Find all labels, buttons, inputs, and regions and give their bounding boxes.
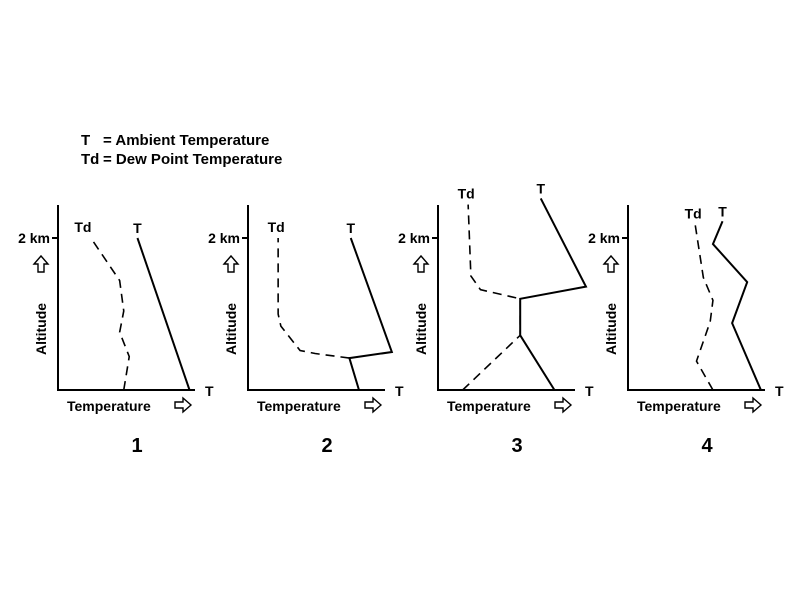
panel-1-up-arrow-icon bbox=[32, 254, 50, 273]
panel-2-up-arrow-icon bbox=[222, 254, 240, 273]
panel-1-t-label: T bbox=[133, 220, 142, 236]
panel-2-axes bbox=[247, 205, 385, 391]
panel-3-td-label: Td bbox=[458, 186, 475, 202]
panel-4-ylabel: Altitude bbox=[603, 303, 619, 355]
panel-1-axis-end-label: T bbox=[205, 383, 214, 399]
panel-2-axis-end-label: T bbox=[395, 383, 404, 399]
panel-1-axes bbox=[57, 205, 195, 391]
legend-symbol-t: T bbox=[81, 132, 90, 149]
legend-text-t: = Ambient Temperature bbox=[103, 132, 269, 149]
panel-3-number: 3 bbox=[511, 435, 522, 457]
panel-2: 2 km T Td T Temperature Altitude 2 bbox=[208, 205, 404, 457]
legend: T = Ambient Temperature Td = Dew Point T… bbox=[81, 132, 282, 168]
panel-2-t-label: T bbox=[346, 220, 355, 236]
panel-1-right-arrow-icon bbox=[174, 396, 193, 414]
panel-2-td-profile bbox=[277, 238, 350, 359]
panel-3-xlabel: Temperature bbox=[447, 398, 531, 414]
panel-3-ylabel: Altitude bbox=[413, 303, 429, 355]
panel-3-t-profile bbox=[519, 198, 588, 391]
panel-1: 2 km T Td T Temperature Altitude 1 bbox=[18, 205, 214, 457]
panel-4-td-profile bbox=[694, 224, 714, 391]
panel-4: 2 km T Td T Temperature Altitude 4 bbox=[588, 203, 784, 457]
panel-3-axes bbox=[437, 205, 575, 391]
panel-4-right-arrow-icon bbox=[744, 396, 763, 414]
panel-4-td-label: Td bbox=[685, 205, 702, 221]
panel-4-axis-end-label: T bbox=[775, 383, 784, 399]
panel-4-tick-label: 2 km bbox=[588, 230, 620, 246]
panel-4-xlabel: Temperature bbox=[637, 398, 721, 414]
panel-1-tick-label: 2 km bbox=[18, 230, 50, 246]
panel-2-number: 2 bbox=[321, 435, 332, 457]
panel-1-xlabel: Temperature bbox=[67, 398, 151, 414]
legend-text-td: = Dew Point Temperature bbox=[103, 151, 282, 168]
panel-4-axes bbox=[627, 205, 765, 391]
panel-3-axis-end-label: T bbox=[585, 383, 594, 399]
panel-3-right-arrow-icon bbox=[554, 396, 573, 414]
panel-3-up-arrow-icon bbox=[412, 254, 430, 273]
panel-2-ylabel: Altitude bbox=[223, 303, 239, 355]
panel-1-t-profile bbox=[136, 237, 191, 391]
panel-4-number: 4 bbox=[701, 435, 713, 457]
panel-2-td-label: Td bbox=[268, 219, 285, 235]
panel-3-td-profile bbox=[462, 204, 522, 391]
panel-2-xlabel: Temperature bbox=[257, 398, 341, 414]
panel-3-t-label: T bbox=[536, 180, 545, 196]
panel-1-ylabel: Altitude bbox=[33, 303, 49, 355]
panel-1-td-profile bbox=[90, 237, 131, 391]
panel-1-number: 1 bbox=[131, 435, 142, 457]
panels: 2 km T Td T Temperature Altitude 1 2 km T Td T Temp… bbox=[18, 180, 784, 457]
panel-4-t-label: T bbox=[718, 203, 727, 219]
panel-2-t-profile bbox=[348, 237, 394, 391]
panel-3-tick-label: 2 km bbox=[398, 230, 430, 246]
legend-symbol-td: Td bbox=[81, 151, 99, 168]
panel-1-td-label: Td bbox=[74, 219, 91, 235]
panel-2-right-arrow-icon bbox=[364, 396, 383, 414]
panel-4-t-profile bbox=[711, 220, 762, 391]
panel-3: 2 km T Td T Temperature Altitude 3 bbox=[398, 180, 594, 457]
panel-2-tick-label: 2 km bbox=[208, 230, 240, 246]
panel-4-up-arrow-icon bbox=[602, 254, 620, 273]
